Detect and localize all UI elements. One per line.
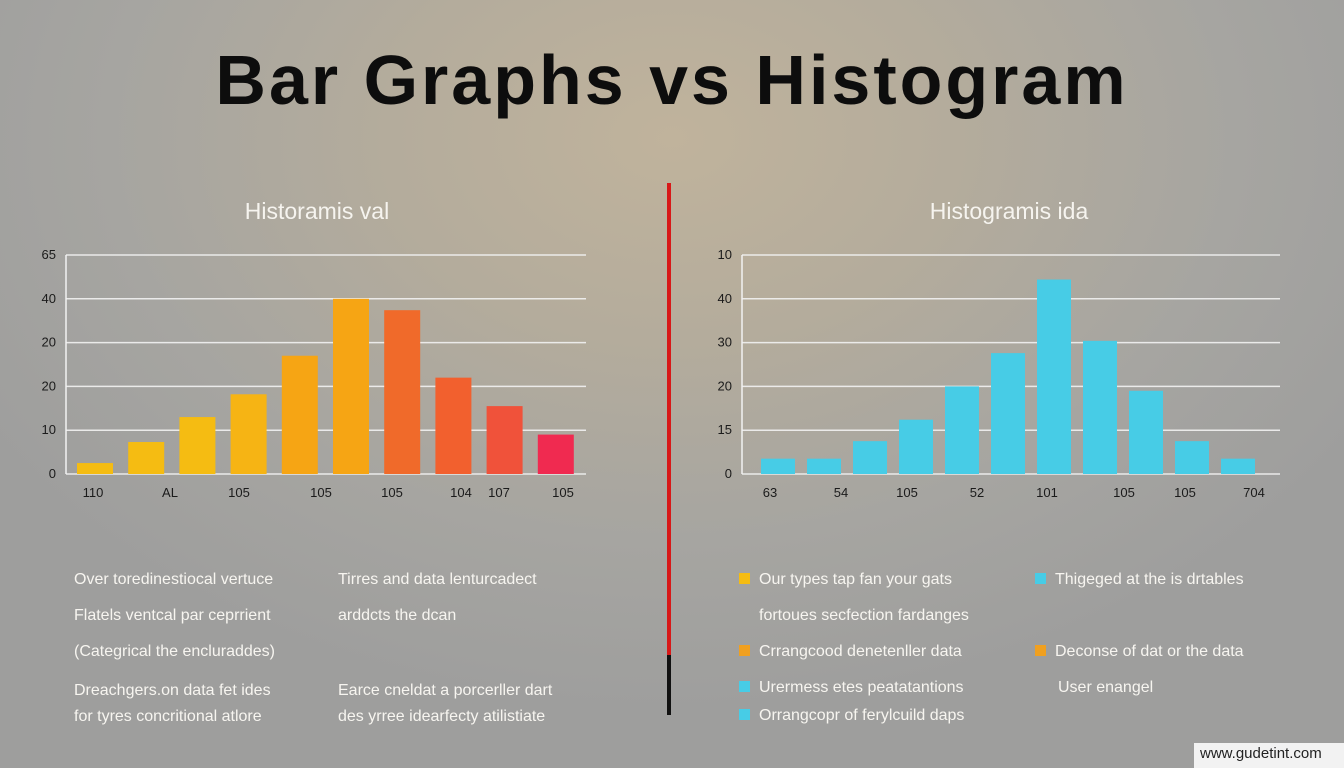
y-tick-label: 30	[718, 335, 732, 350]
legend-label-7: User enangel	[1058, 679, 1154, 696]
left-desc-5: for tyres concritional atlore	[74, 708, 262, 725]
y-tick-label: 15	[718, 422, 732, 437]
legend-label-8: Orrangcopr of ferylcuild daps	[759, 707, 965, 724]
bar	[537, 434, 574, 474]
legend-label-4: Crrangcood denetenller data	[759, 643, 962, 660]
bar	[486, 406, 523, 474]
x-tick-label: 105	[228, 485, 250, 500]
x-tick-label: 704	[1243, 485, 1265, 500]
bar	[1221, 458, 1255, 474]
bar	[281, 355, 318, 474]
y-tick-label: 65	[42, 247, 56, 262]
legend-item-1: Our types tap fan your gats	[739, 570, 952, 590]
left-desc-2: Flatels ventcal par ceprrient	[74, 607, 271, 624]
x-tick-label: 105	[310, 485, 332, 500]
legend-item-3: fortoues secfection fardanges	[759, 606, 969, 626]
x-tick-label: AL	[162, 485, 178, 500]
legend-item-7: User enangel	[1058, 678, 1153, 698]
left-desc-1: Over toredinestiocal vertuce	[74, 571, 274, 588]
center-divider-black	[667, 655, 671, 715]
bar-graph-chart: 0 10 20 20 40 65 110 AL 105 105 105 104 107 105	[42, 247, 586, 500]
x-tick-label: 63	[763, 485, 777, 500]
left-desc-4: Dreachgers.on data fet ides	[74, 682, 271, 699]
y-tick-label: 10	[42, 422, 56, 437]
x-tick-label: 104	[450, 485, 472, 500]
bar	[384, 310, 421, 474]
x-tick-label: 101	[1036, 485, 1058, 500]
legend-swatch-4	[739, 645, 750, 656]
y-tick-label: 10	[718, 247, 732, 262]
legend-label-5: Deconse of dat or the data	[1055, 643, 1244, 660]
legend-swatch-8	[739, 709, 750, 720]
left-desc-7: arddcts the dcan	[338, 607, 457, 624]
legend-swatch-1	[739, 573, 750, 584]
bar	[333, 298, 369, 474]
legend-label-2: Thigeged at the is drtables	[1055, 571, 1244, 588]
bar	[991, 353, 1025, 474]
y-tick-label: 40	[42, 291, 56, 306]
legend-item-6: Urermess etes peatatantions	[739, 678, 964, 698]
left-desc-6: Tirres and data lenturcadect	[338, 571, 537, 588]
bar	[1129, 390, 1163, 474]
legend-item-2: Thigeged at the is drtables	[1035, 570, 1244, 590]
x-tick-label: 105	[1113, 485, 1135, 500]
y-tick-label: 0	[49, 466, 56, 481]
x-tick-label: 105	[552, 485, 574, 500]
bar	[1037, 279, 1071, 474]
bar	[853, 441, 887, 474]
bar	[435, 377, 472, 474]
bar	[128, 442, 165, 474]
y-tick-label: 20	[42, 378, 56, 393]
histogram-chart: 0 15 20 30 40 10 63 54 105 52 101 105 105 704	[718, 247, 1280, 500]
bar	[1175, 441, 1209, 474]
x-tick-label: 54	[834, 485, 848, 500]
legend-swatch-6	[739, 681, 750, 692]
bar	[230, 394, 267, 474]
bar	[945, 386, 979, 474]
x-tick-label: 107	[488, 485, 510, 500]
legend-item-8: Orrangcopr of ferylcuild daps	[739, 706, 964, 726]
left-desc-9: des yrree idearfecty atilistiate	[338, 708, 546, 725]
bar	[899, 419, 933, 474]
left-desc-3: (Categrical the encluraddes)	[74, 643, 275, 660]
legend-swatch-5	[1035, 645, 1046, 656]
y-tick-label: 40	[718, 291, 732, 306]
legend-item-4: Crrangcood denetenller data	[739, 642, 962, 662]
bar	[77, 463, 113, 474]
y-tick-label: 20	[42, 335, 56, 350]
x-tick-label: 105	[381, 485, 403, 500]
bar	[761, 458, 795, 474]
right-chart-subtitle: Histogramis ida	[929, 198, 1089, 224]
x-tick-label: 105	[896, 485, 918, 500]
x-tick-label: 110	[83, 485, 104, 500]
x-tick-label: 105	[1174, 485, 1196, 500]
legend-label-6: Urermess etes peatatantions	[759, 679, 964, 696]
watermark: www.gudetint.com	[1194, 743, 1344, 768]
legend-label-1: Our types tap fan your gats	[759, 571, 952, 588]
y-tick-label: 20	[718, 378, 732, 393]
legend-item-5: Deconse of dat or the data	[1035, 642, 1244, 662]
bar	[807, 458, 841, 474]
center-divider-red	[667, 183, 671, 655]
y-tick-label: 0	[725, 466, 732, 481]
bar	[179, 417, 216, 474]
page-title: Bar Graphs vs Histogram	[215, 41, 1129, 119]
legend-swatch-2	[1035, 573, 1046, 584]
bar	[1083, 340, 1117, 474]
x-tick-label: 52	[970, 485, 984, 500]
legend-label-3: fortoues secfection fardanges	[759, 607, 969, 624]
left-chart-subtitle: Historamis val	[244, 198, 390, 224]
left-desc-8: Earce cneldat a porcerller dart	[338, 682, 553, 699]
